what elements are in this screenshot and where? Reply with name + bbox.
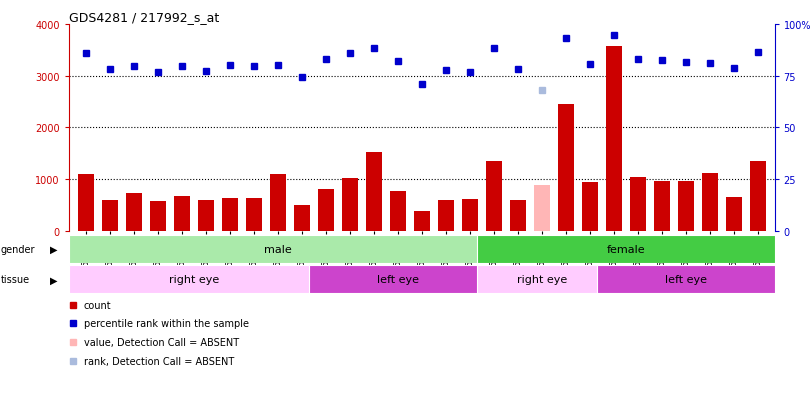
Bar	[558, 105, 573, 231]
Bar	[654, 181, 670, 231]
Text: ▶: ▶	[49, 275, 57, 285]
Bar	[477, 266, 607, 294]
Bar	[390, 192, 406, 231]
Bar	[198, 201, 213, 231]
Bar	[477, 235, 775, 263]
Bar	[69, 266, 319, 294]
Text: left eye: left eye	[377, 275, 418, 285]
Bar	[630, 178, 646, 231]
Bar	[366, 153, 381, 231]
Text: female: female	[607, 244, 645, 254]
Bar	[438, 200, 453, 231]
Bar	[69, 235, 487, 263]
Bar	[582, 183, 598, 231]
Bar	[726, 197, 741, 231]
Text: GDS4281 / 217992_s_at: GDS4281 / 217992_s_at	[69, 11, 219, 24]
Text: percentile rank within the sample: percentile rank within the sample	[84, 318, 249, 329]
Bar	[534, 186, 550, 231]
Bar	[309, 266, 487, 294]
Bar	[102, 200, 118, 231]
Text: left eye: left eye	[665, 275, 706, 285]
Text: right eye: right eye	[517, 275, 567, 285]
Bar	[174, 197, 190, 231]
Bar	[750, 162, 766, 231]
Bar	[78, 174, 93, 231]
Bar	[342, 179, 358, 231]
Text: rank, Detection Call = ABSENT: rank, Detection Call = ABSENT	[84, 356, 234, 366]
Bar	[702, 173, 718, 231]
Text: value, Detection Call = ABSENT: value, Detection Call = ABSENT	[84, 337, 239, 347]
Bar	[462, 200, 478, 231]
Text: right eye: right eye	[169, 275, 219, 285]
Bar	[318, 190, 333, 231]
Text: male: male	[264, 244, 292, 254]
Bar	[678, 181, 693, 231]
Text: gender: gender	[1, 244, 36, 254]
Bar	[510, 200, 526, 231]
Bar	[606, 47, 621, 231]
Bar	[222, 199, 238, 231]
Bar	[150, 202, 165, 231]
Bar	[270, 174, 285, 231]
Bar	[486, 162, 501, 231]
Text: ▶: ▶	[49, 244, 57, 254]
Bar	[126, 193, 142, 231]
Bar	[597, 266, 775, 294]
Text: tissue: tissue	[1, 275, 30, 285]
Bar	[414, 211, 430, 231]
Bar	[246, 199, 261, 231]
Text: count: count	[84, 300, 111, 310]
Bar	[294, 206, 310, 231]
